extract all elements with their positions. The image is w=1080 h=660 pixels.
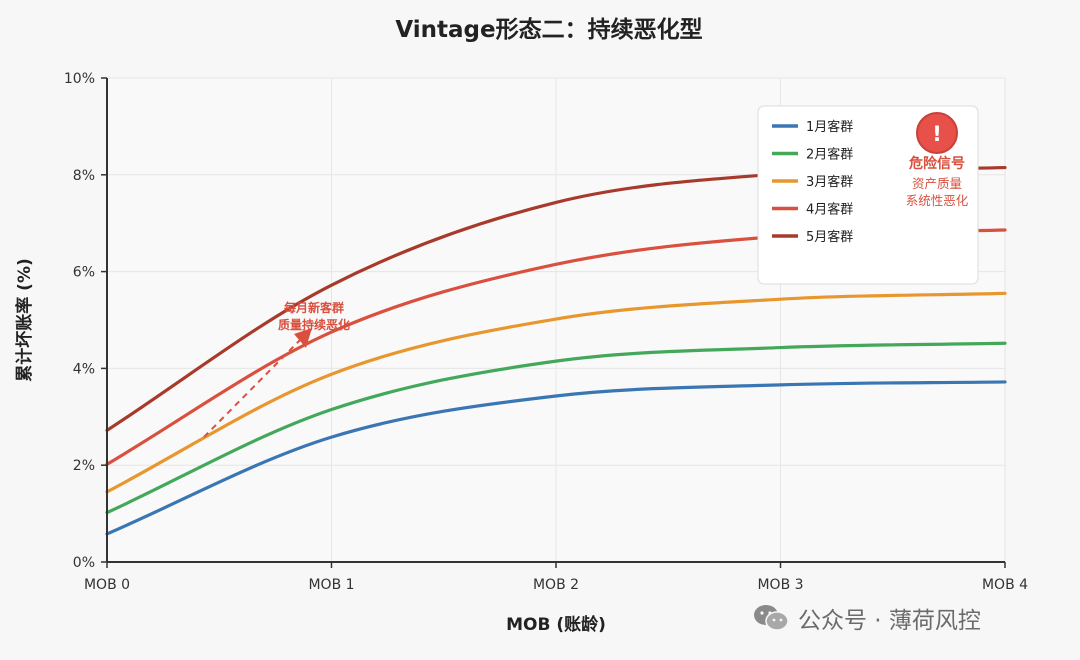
x-tick-label: MOB 1: [308, 577, 354, 593]
signal-title: 危险信号: [908, 155, 965, 172]
chart-title: Vintage形态二：持续恶化型: [395, 16, 702, 43]
annotation-line-2: 质量持续恶化: [278, 317, 350, 332]
x-tick-label: MOB 3: [757, 577, 803, 593]
y-tick-label: 6%: [73, 265, 95, 281]
y-tick-label: 4%: [73, 361, 95, 377]
legend-label: 3月客群: [806, 174, 853, 190]
exclamation-icon: [916, 112, 958, 154]
x-tick-label: MOB 2: [533, 577, 579, 593]
y-axis-title: 累计坏账率 (%): [14, 258, 35, 382]
watermark: 公众号 · 薄荷风控: [752, 598, 981, 638]
series-line-1: [105, 380, 1007, 536]
annotation-arrowhead: [294, 328, 312, 348]
signal-line-1: 资产质量: [912, 176, 962, 191]
legend-label: 2月客群: [806, 147, 853, 163]
grid-lines: [106, 77, 1006, 563]
exclamation-symbol: !: [932, 122, 942, 146]
y-tick-label: 0%: [73, 555, 95, 571]
x-axis-title: MOB (账龄): [506, 614, 606, 635]
watermark-text: 公众号 · 薄荷风控: [798, 608, 981, 634]
x-tick-label: MOB 0: [84, 577, 130, 593]
signal-line-2: 系统性恶化: [906, 193, 969, 208]
y-tick-label: 2%: [73, 458, 95, 474]
legend: 1月客群 2月客群 3月客群 4月客群 5月客群 ! 危险信号 资产质量 系统性恶化: [757, 105, 979, 285]
legend-label: 5月客群: [806, 229, 853, 245]
y-tick-label: 10%: [64, 71, 95, 87]
annotation-line-1: 每月新客群: [284, 300, 344, 315]
series-line-2: [105, 341, 1007, 515]
wechat-icon: [754, 605, 789, 631]
y-tick-label: 8%: [73, 168, 95, 184]
x-tick-label: MOB 4: [982, 577, 1028, 593]
legend-label: 1月客群: [806, 119, 853, 135]
annotation-arrow-shaft: [203, 339, 301, 438]
x-ticks: MOB 0 MOB 1 MOB 2 MOB 3 MOB 4: [84, 562, 1028, 593]
legend-items: 1月客群 2月客群 3月客群 4月客群 5月客群: [772, 119, 853, 245]
trend-annotation: 每月新客群 质量持续恶化: [203, 300, 350, 438]
legend-box: [757, 105, 979, 285]
danger-signal: ! 危险信号 资产质量 系统性恶化: [906, 112, 969, 208]
series-line-3: [105, 291, 1007, 494]
y-ticks: 0% 2% 4% 6% 8% 10%: [64, 71, 107, 571]
legend-label: 4月客群: [806, 202, 853, 218]
